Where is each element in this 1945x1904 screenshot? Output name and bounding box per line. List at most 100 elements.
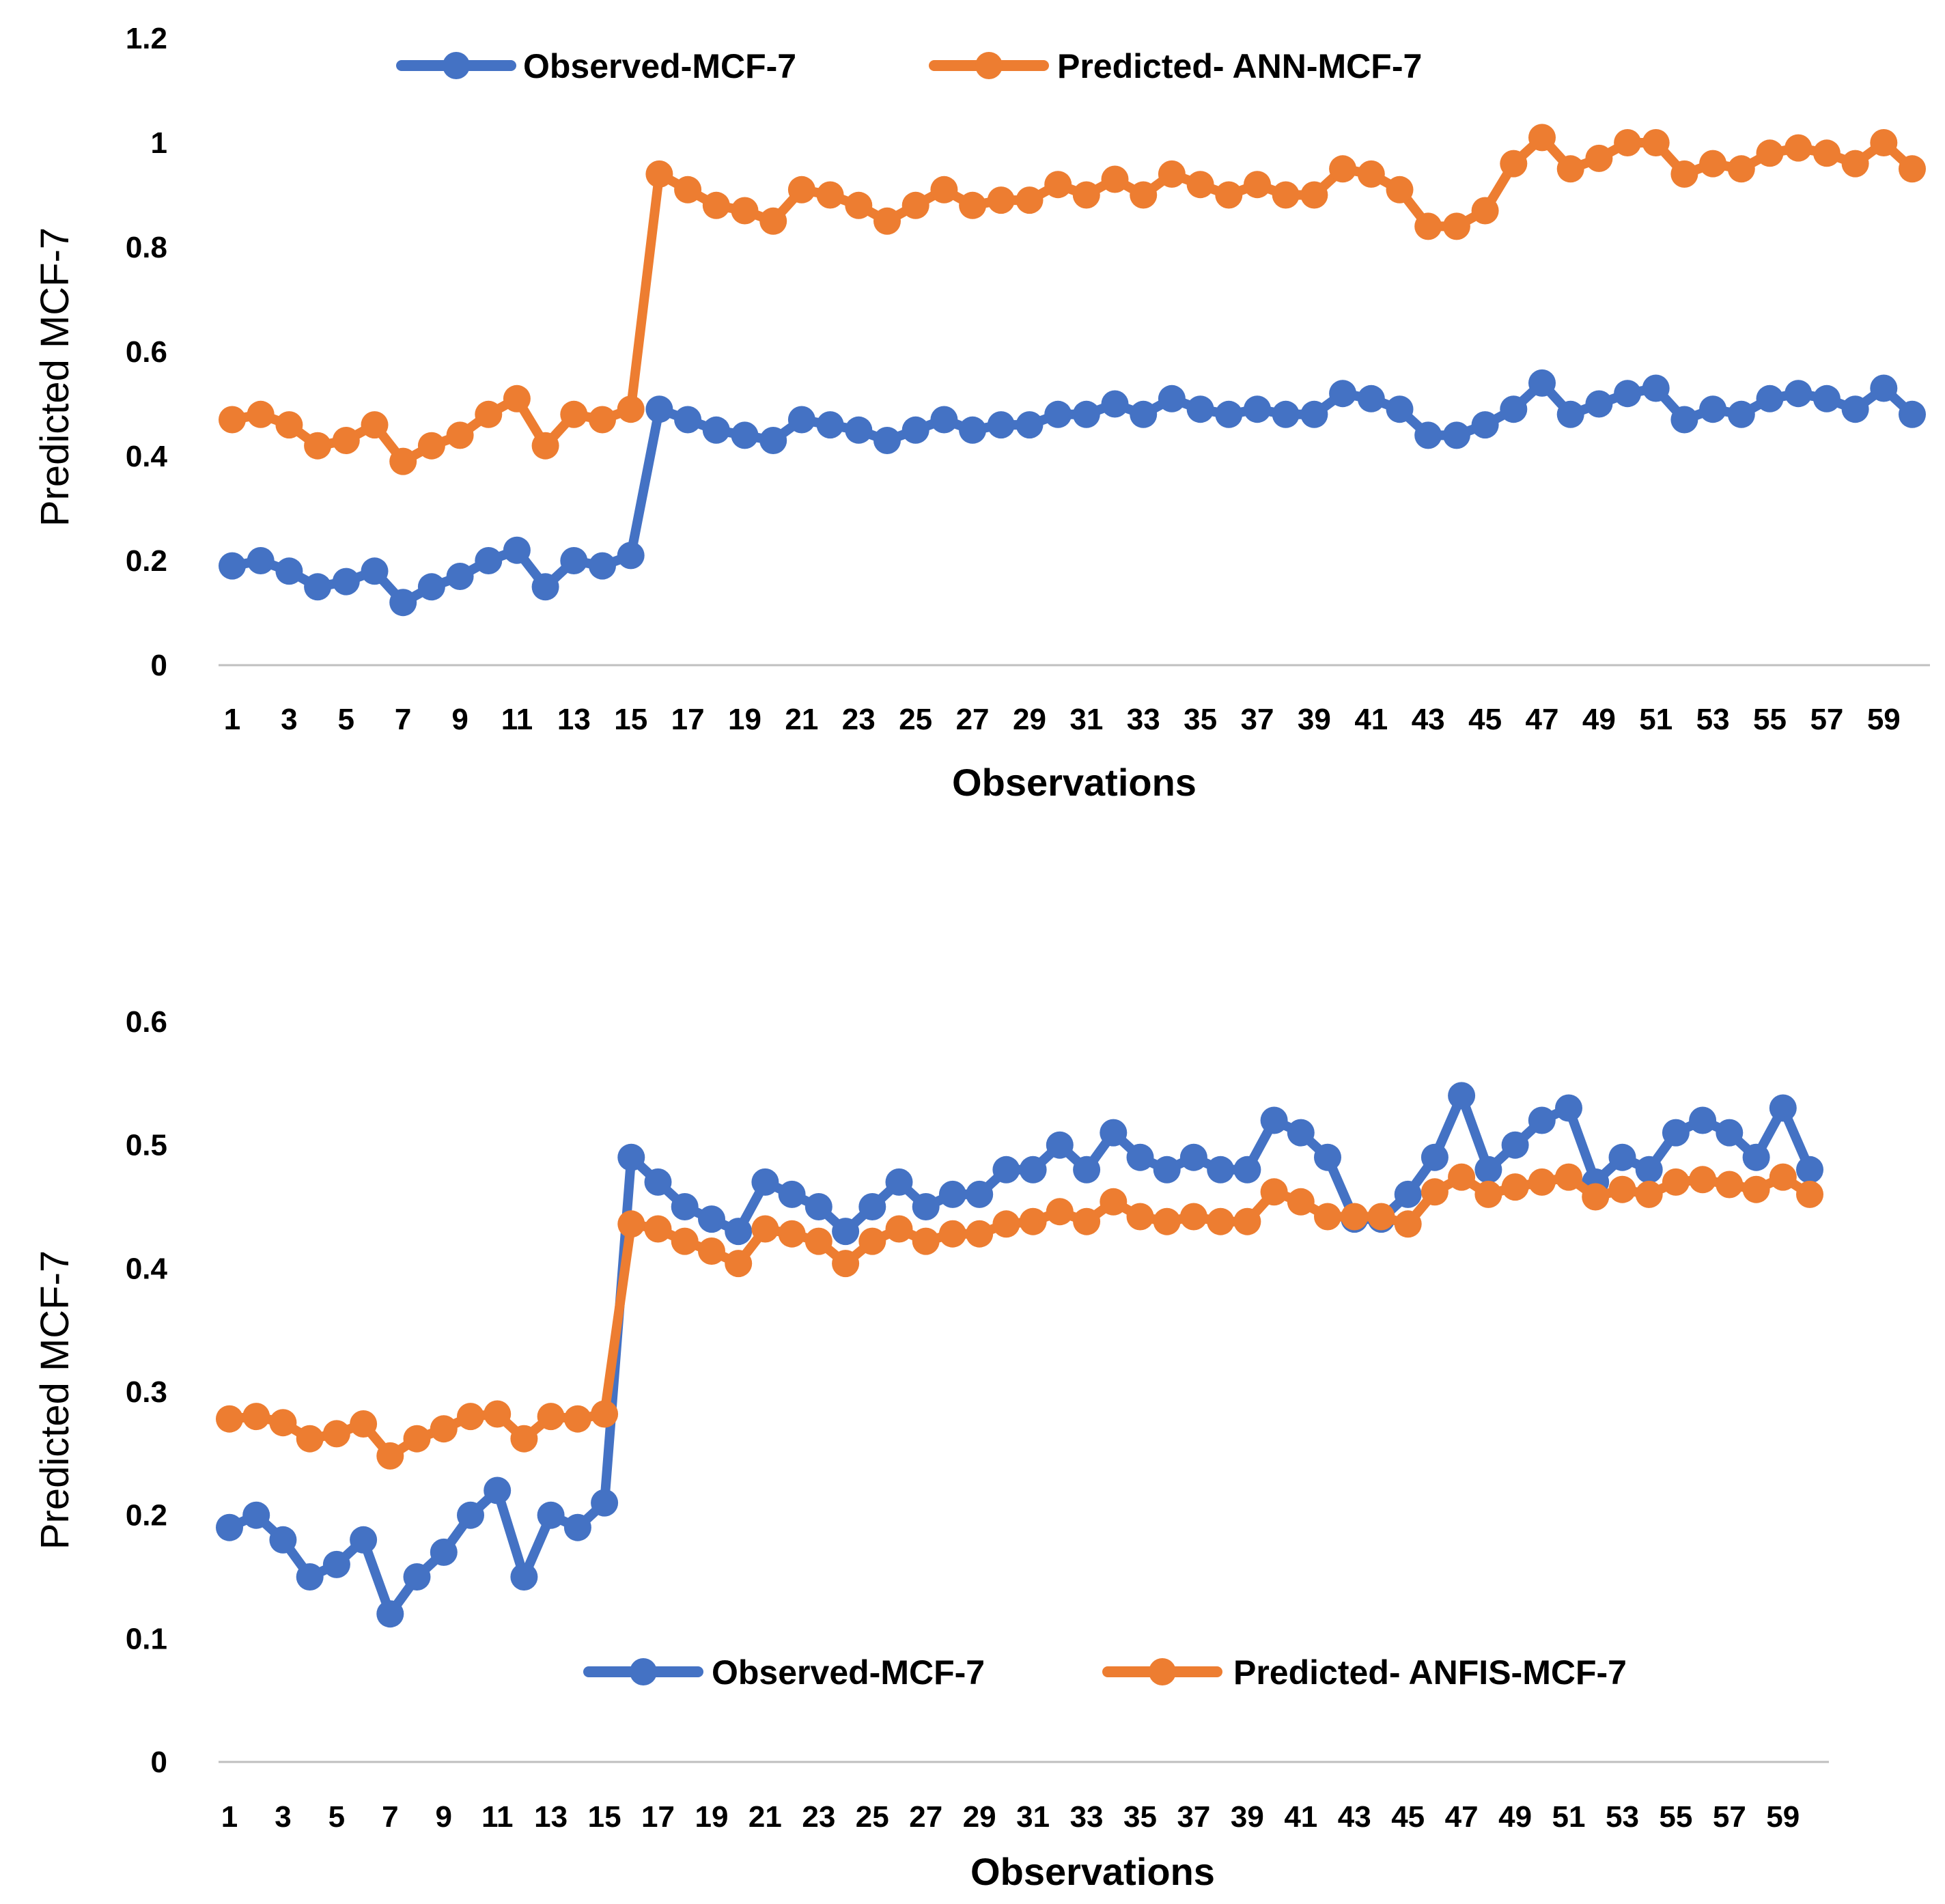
data-point-observed-mcf-7 [1689, 1106, 1717, 1134]
x-tick-label: 27 [909, 1800, 942, 1834]
data-point-predicted-ann-mcf-7 [560, 400, 588, 428]
x-tick-label: 9 [451, 703, 468, 736]
data-point-observed-mcf-7 [304, 573, 332, 601]
data-point-observed-mcf-7 [1300, 400, 1328, 428]
data-point-predicted-anfis-mcf-7 [1073, 1207, 1101, 1235]
data-point-predicted-ann-mcf-7 [304, 432, 332, 460]
data-point-observed-mcf-7 [644, 1168, 672, 1196]
x-tick-label: 5 [328, 1800, 345, 1834]
data-point-predicted-ann-mcf-7 [1756, 139, 1784, 167]
data-point-predicted-ann-mcf-7 [674, 176, 702, 204]
data-point-observed-mcf-7 [1727, 400, 1755, 428]
x-tick-label: 35 [1184, 703, 1217, 736]
data-point-observed-mcf-7 [446, 563, 474, 590]
y-tick-label: 1 [151, 126, 167, 160]
data-point-predicted-ann-mcf-7 [702, 191, 730, 219]
x-tick-label: 55 [1753, 703, 1787, 736]
data-point-predicted-ann-mcf-7 [1471, 197, 1499, 225]
legend-marker-observed [443, 52, 470, 79]
data-point-predicted-ann-mcf-7 [1813, 139, 1841, 167]
data-point-predicted-ann-mcf-7 [332, 427, 360, 454]
data-point-observed-mcf-7 [845, 416, 873, 444]
x-tick-label: 29 [1013, 703, 1046, 736]
data-point-observed-mcf-7 [832, 1218, 860, 1246]
data-point-predicted-anfis-mcf-7 [269, 1409, 297, 1437]
data-point-observed-mcf-7 [269, 1526, 297, 1554]
data-point-predicted-anfis-mcf-7 [1689, 1166, 1717, 1194]
data-point-observed-mcf-7 [731, 421, 759, 449]
data-point-observed-mcf-7 [1474, 1156, 1502, 1184]
data-point-predicted-ann-mcf-7 [1670, 160, 1698, 188]
legend-marker-observed [630, 1658, 657, 1685]
data-point-predicted-anfis-mcf-7 [671, 1227, 699, 1255]
x-tick-label: 57 [1810, 703, 1843, 736]
x-tick-label: 39 [1231, 1800, 1264, 1834]
data-point-predicted-ann-mcf-7 [1841, 150, 1869, 178]
data-point-observed-mcf-7 [1670, 406, 1698, 434]
data-point-observed-mcf-7 [1500, 395, 1528, 423]
data-point-predicted-anfis-mcf-7 [698, 1237, 725, 1265]
data-point-predicted-ann-mcf-7 [446, 421, 474, 449]
x-tick-label: 37 [1177, 1800, 1210, 1834]
x-tick-label: 37 [1241, 703, 1274, 736]
data-point-observed-mcf-7 [376, 1600, 404, 1628]
x-tick-label: 21 [785, 703, 818, 736]
data-point-observed-mcf-7 [1100, 1119, 1128, 1147]
y-tick-label: 0.4 [126, 1252, 168, 1285]
data-point-observed-mcf-7 [645, 395, 673, 423]
data-point-predicted-anfis-mcf-7 [350, 1410, 378, 1438]
y-tick-label: 0.2 [126, 544, 167, 578]
data-point-observed-mcf-7 [1742, 1143, 1770, 1171]
data-point-observed-mcf-7 [503, 536, 531, 564]
x-tick-label: 19 [728, 703, 761, 736]
y-tick-label: 0.1 [126, 1622, 167, 1655]
x-tick-label: 17 [671, 703, 705, 736]
data-point-observed-mcf-7 [1153, 1156, 1181, 1184]
data-point-predicted-anfis-mcf-7 [1367, 1203, 1395, 1231]
x-tick-label: 33 [1070, 1800, 1104, 1834]
data-point-predicted-anfis-mcf-7 [832, 1250, 860, 1278]
x-tick-label: 31 [1069, 703, 1103, 736]
x-tick-label: 41 [1354, 703, 1388, 736]
data-point-observed-mcf-7 [563, 1513, 591, 1541]
data-point-observed-mcf-7 [1386, 395, 1414, 423]
data-point-predicted-ann-mcf-7 [1329, 155, 1357, 183]
data-point-predicted-ann-mcf-7 [531, 432, 559, 460]
data-point-observed-mcf-7 [537, 1501, 565, 1529]
data-point-observed-mcf-7 [389, 589, 417, 617]
data-point-predicted-ann-mcf-7 [589, 406, 616, 434]
data-point-predicted-anfis-mcf-7 [1528, 1168, 1556, 1196]
data-point-observed-mcf-7 [216, 1513, 243, 1541]
data-point-observed-mcf-7 [1046, 1131, 1074, 1159]
data-point-observed-mcf-7 [242, 1501, 270, 1529]
data-point-observed-mcf-7 [1442, 421, 1470, 449]
y-axis-title: Predicted MCF-7 [33, 227, 77, 527]
data-point-observed-mcf-7 [361, 557, 389, 585]
x-tick-label: 13 [534, 1800, 568, 1834]
data-point-observed-mcf-7 [1186, 395, 1214, 423]
data-point-predicted-anfis-mcf-7 [1555, 1163, 1582, 1191]
data-point-predicted-ann-mcf-7 [1727, 155, 1755, 183]
data-point-predicted-anfis-mcf-7 [1769, 1163, 1797, 1191]
data-point-predicted-anfis-mcf-7 [1501, 1173, 1529, 1201]
data-point-predicted-ann-mcf-7 [1556, 155, 1584, 183]
data-point-observed-mcf-7 [1329, 380, 1357, 408]
data-point-predicted-anfis-mcf-7 [1046, 1198, 1074, 1226]
data-point-predicted-anfis-mcf-7 [1126, 1203, 1154, 1231]
data-point-predicted-ann-mcf-7 [247, 400, 275, 428]
data-point-observed-mcf-7 [1207, 1156, 1235, 1184]
data-point-observed-mcf-7 [787, 406, 815, 434]
data-point-predicted-anfis-mcf-7 [778, 1220, 806, 1248]
data-point-predicted-anfis-mcf-7 [1635, 1180, 1663, 1208]
data-point-observed-mcf-7 [1019, 1156, 1047, 1184]
data-point-observed-mcf-7 [959, 416, 987, 444]
data-point-predicted-ann-mcf-7 [1500, 150, 1528, 178]
x-tick-label: 21 [748, 1800, 782, 1834]
data-point-predicted-anfis-mcf-7 [1796, 1180, 1823, 1208]
data-point-observed-mcf-7 [1614, 380, 1642, 408]
y-tick-label: 0 [151, 649, 167, 682]
x-tick-labels: 1 3 5 7 9 11 13 15 17 19 21 23 25 27 29 31 33 35 37 39 41 43 4… [224, 703, 1901, 736]
data-point-predicted-ann-mcf-7 [987, 186, 1015, 214]
x-tick-label: 11 [481, 1800, 514, 1834]
data-point-predicted-ann-mcf-7 [1414, 212, 1442, 240]
